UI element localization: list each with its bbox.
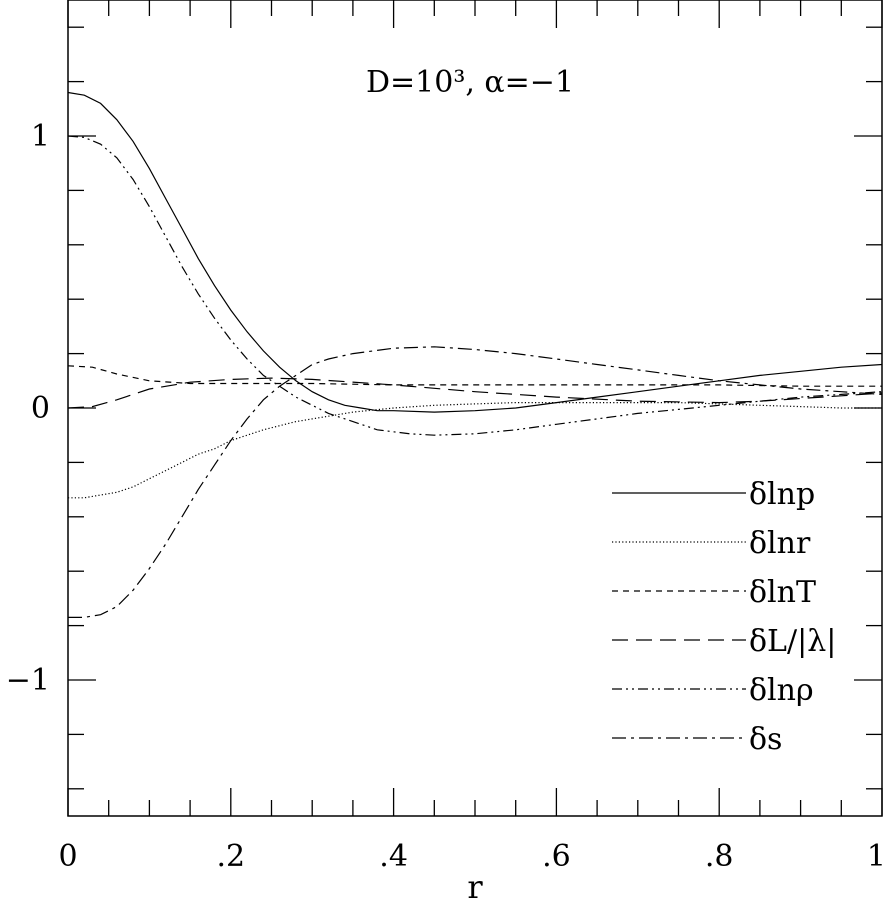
series-lines (67, 91, 883, 618)
tick-labels: 0 .2 .4 .6 .8 1 1 0 −1 (6, 119, 886, 874)
series-line (67, 377, 883, 409)
series-line (68, 346, 883, 618)
legend-label: δlnr (749, 526, 811, 561)
legend-label: δs (749, 722, 782, 757)
x-tick-label: .6 (542, 839, 571, 874)
x-tick-label: .4 (379, 839, 408, 874)
legend: δlnp δlnr δlnT δL/|λ| δlnρ δs (612, 477, 836, 757)
y-tick-label: 1 (31, 119, 50, 154)
legend-label: δlnp (749, 477, 815, 512)
series-line (67, 91, 883, 413)
series-line (67, 365, 882, 387)
legend-label: δlnρ (749, 673, 814, 708)
x-axis-label: r (467, 868, 483, 903)
legend-label: δL/|λ| (749, 624, 836, 659)
x-tick-label: 1 (867, 839, 886, 874)
ticks (67, 0, 883, 816)
series-line (67, 135, 883, 436)
series-line (68, 402, 882, 499)
x-tick-label: .2 (216, 839, 245, 874)
x-tick-label: 0 (58, 839, 77, 874)
y-tick-label: 0 (31, 391, 50, 426)
x-tick-label: .8 (705, 839, 734, 874)
y-tick-label: −1 (6, 663, 50, 698)
legend-label: δlnT (749, 575, 816, 610)
chart-title: D=10³, α=−1 (366, 65, 574, 100)
